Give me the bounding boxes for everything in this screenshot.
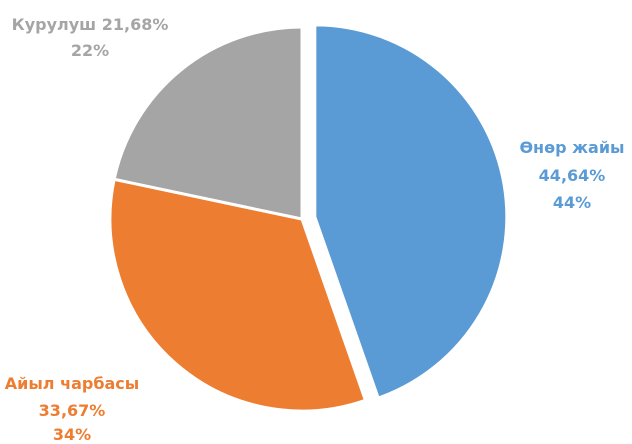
label-ayil-charbasy-rounded: 34% [53, 425, 91, 444]
label-ayil-charbasy: Айыл чарбасы [5, 374, 140, 393]
label-onor-jayi: Өнөр жайы [519, 138, 624, 157]
label-kurulush-rounded: 22% [71, 41, 109, 60]
slice-ayil-charbasy [108, 177, 367, 413]
slice-kurulush [112, 25, 304, 221]
label-onor-jayi-percent: 44,64% [539, 166, 606, 185]
label-kurulush: Курулуш 21,68% [12, 15, 169, 34]
label-ayil-charbasy-percent: 33,67% [39, 401, 106, 420]
slice-onor-jayi [313, 23, 509, 400]
label-onor-jayi-rounded: 44% [553, 193, 591, 212]
